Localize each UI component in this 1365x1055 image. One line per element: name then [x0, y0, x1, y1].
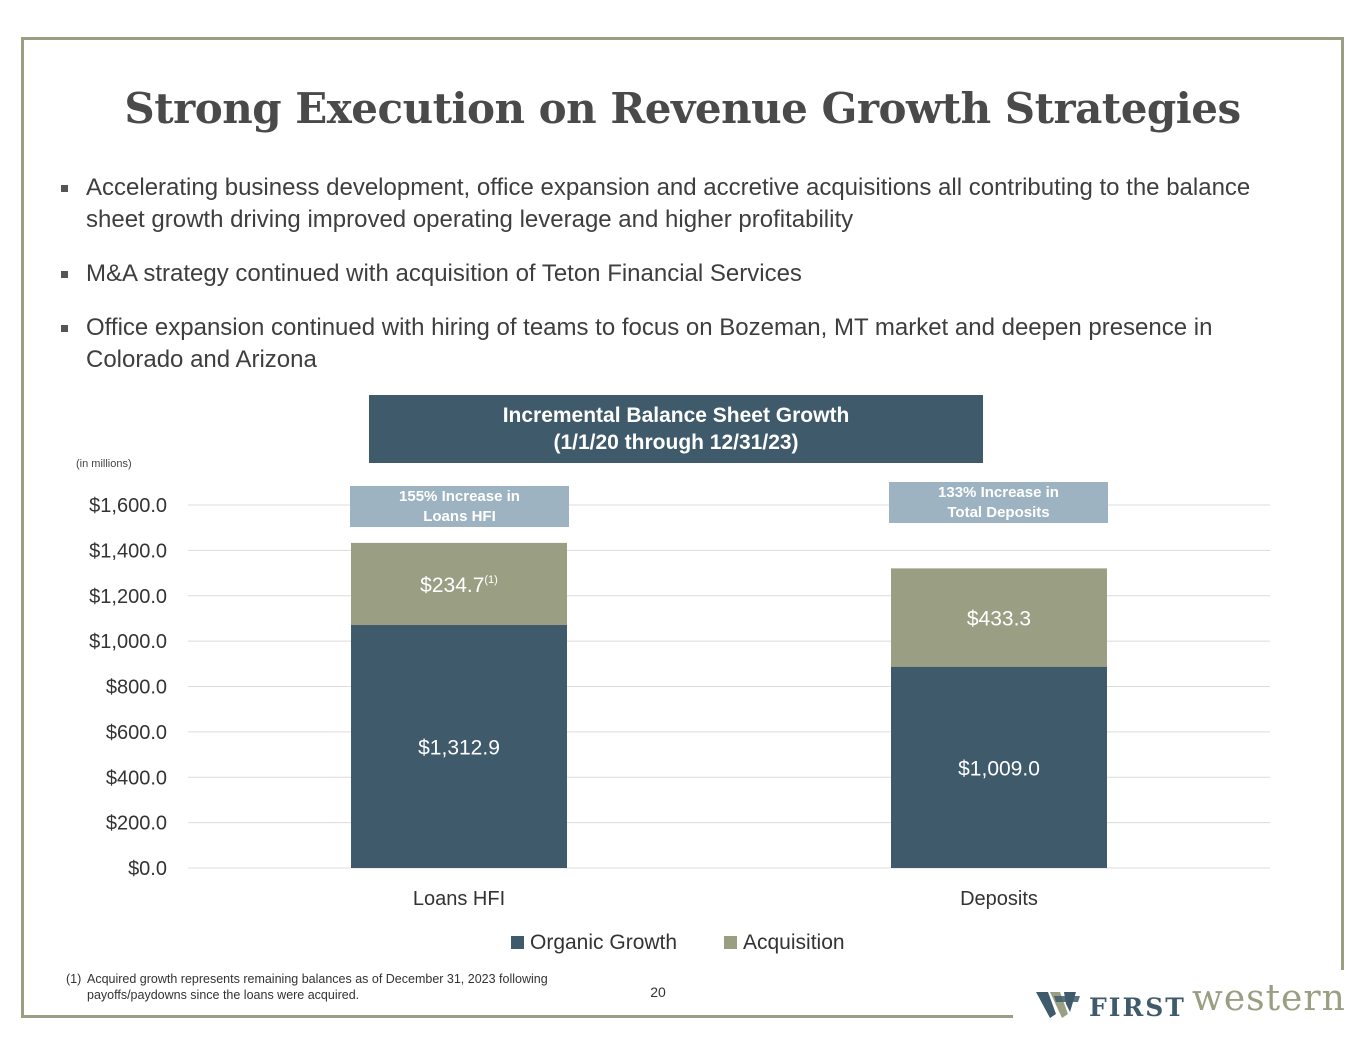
square-bullet-icon	[61, 271, 68, 278]
callout-line: Total Deposits	[947, 503, 1050, 521]
bullet-item: Accelerating business development, offic…	[60, 172, 1260, 236]
footnote: (1) Acquired growth represents remaining…	[66, 971, 626, 1003]
data-label: $433.3	[967, 608, 1031, 631]
page-title: Strong Execution on Revenue Growth Strat…	[124, 84, 1241, 133]
bullet-text: Office expansion continued with hiring o…	[86, 314, 1213, 373]
bar-segment	[351, 542, 567, 626]
chart-subtitle: (1/1/20 through 12/31/23)	[553, 431, 799, 454]
footnote-text: Acquired growth represents remaining bal…	[87, 972, 548, 1002]
page-number: 20	[650, 984, 666, 1000]
callout-line: 133% Increase in	[938, 483, 1059, 501]
logo-first-text: FIRST	[1089, 993, 1186, 1022]
chart-title-box: Incremental Balance Sheet Growth (1/1/20…	[369, 395, 983, 463]
footnote-number: (1)	[66, 972, 82, 986]
square-bullet-icon	[61, 185, 68, 192]
x-tick-label: Loans HFI	[413, 888, 505, 910]
callout-loans-increase: 155% Increase in Loans HFI	[350, 486, 569, 527]
bullet-text: Accelerating business development, offic…	[86, 174, 1251, 233]
bullet-item: M&A strategy continued with acquisition …	[60, 258, 1260, 290]
y-tick-label: $1,400.0	[89, 540, 167, 562]
callout-line: Loans HFI	[423, 507, 496, 525]
chart-title: Incremental Balance Sheet Growth	[502, 404, 850, 427]
y-tick-label: $200.0	[106, 813, 167, 835]
data-label: $234.7(1)	[420, 574, 498, 597]
legend-label: Organic Growth	[530, 931, 677, 954]
data-label: $1,312.9	[418, 737, 500, 760]
bar-segment	[891, 568, 1107, 667]
slide-frame-right	[1341, 37, 1344, 970]
logo-western-text: western	[1192, 978, 1346, 1019]
y-tick-label: $1,200.0	[89, 586, 167, 608]
logo-mark-icon	[1036, 992, 1080, 1018]
bullet-list: Accelerating business development, offic…	[60, 172, 1260, 398]
y-tick-label: $600.0	[106, 722, 167, 744]
slide-frame-bottom	[21, 1015, 1013, 1018]
bar-segment	[351, 625, 567, 868]
y-tick-label: $1,600.0	[89, 495, 167, 517]
bullet-item: Office expansion continued with hiring o…	[60, 312, 1260, 376]
slide-frame-left	[21, 37, 24, 1018]
y-tick-label: $400.0	[106, 767, 167, 789]
legend-swatch	[724, 936, 737, 949]
units-label: (in millions)	[76, 458, 132, 470]
x-tick-label: Deposits	[960, 888, 1038, 910]
legend-label: Acquisition	[743, 931, 845, 954]
y-tick-label: $800.0	[106, 677, 167, 699]
callout-deposits-increase: 133% Increase in Total Deposits	[889, 482, 1108, 523]
y-tick-label: $1,000.0	[89, 631, 167, 653]
data-label: $1,009.0	[958, 757, 1040, 780]
company-logo: FIRST western	[1036, 978, 1346, 1028]
bullet-text: M&A strategy continued with acquisition …	[86, 260, 802, 287]
legend-swatch	[511, 936, 524, 949]
bar-segment	[891, 666, 1107, 868]
data-label-superscript: (1)	[484, 574, 497, 586]
callout-line: 155% Increase in	[399, 487, 520, 505]
y-tick-label: $0.0	[128, 858, 167, 880]
square-bullet-icon	[61, 325, 68, 332]
slide-frame-top	[21, 37, 1344, 40]
